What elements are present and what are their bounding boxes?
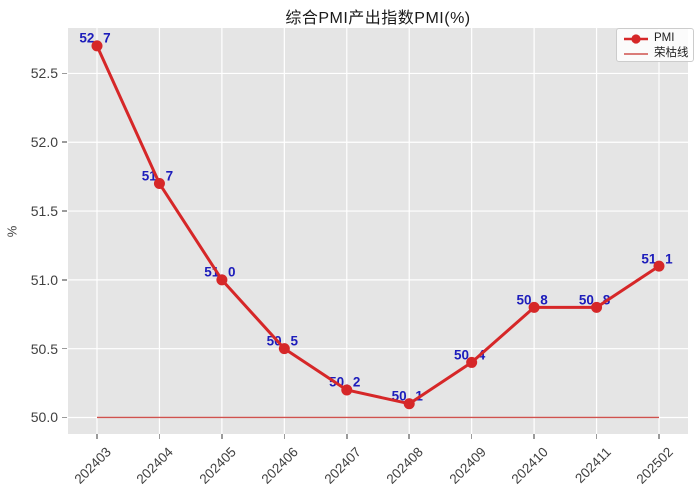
y-axis-title: % xyxy=(4,225,20,238)
x-tick-label: 202403 xyxy=(71,444,114,487)
data-point-marker xyxy=(403,398,415,410)
data-point-label: 52. 7 xyxy=(79,30,111,46)
legend-label-pmi: PMI xyxy=(654,31,675,44)
y-tick-label: 50.5 xyxy=(30,340,58,357)
x-tick-label: 202407 xyxy=(321,444,364,487)
data-point-marker xyxy=(653,260,665,272)
x-tick-label: 202409 xyxy=(446,444,489,487)
legend-label-reference-line: 荣枯线 xyxy=(654,46,689,59)
x-tick-mark xyxy=(533,434,535,439)
y-tick-mark xyxy=(62,279,67,281)
reference-line-icon xyxy=(623,47,649,59)
data-point-marker xyxy=(91,40,103,52)
grid-layer xyxy=(68,28,688,434)
data-point-label: 50. 5 xyxy=(266,333,298,349)
data-point-marker xyxy=(341,384,353,396)
legend-item-pmi: PMI xyxy=(623,31,689,44)
x-tick-mark xyxy=(470,434,473,439)
x-tick-mark xyxy=(221,434,223,439)
data-point-marker xyxy=(216,274,228,286)
data-point-label: 51. 1 xyxy=(641,250,673,266)
x-tick-label: 202411 xyxy=(571,444,614,487)
data-point-marker xyxy=(278,343,290,355)
x-tick-label: 202408 xyxy=(383,444,427,487)
x-tick-mark xyxy=(346,434,348,439)
data-point-marker xyxy=(528,301,540,313)
x-tick-label: 202502 xyxy=(633,444,676,487)
x-tick-label: 202410 xyxy=(508,444,552,487)
series-layer xyxy=(91,40,665,410)
data-point-marker xyxy=(153,178,165,190)
x-tick-mark xyxy=(595,434,598,439)
y-tick-label: 50.0 xyxy=(30,409,58,426)
x-tick-label: 202404 xyxy=(133,444,177,487)
x-tick-mark xyxy=(658,434,660,439)
x-tick-mark xyxy=(283,434,286,439)
data-point-label: 50. 8 xyxy=(516,292,548,308)
data-point-marker xyxy=(466,356,478,368)
y-tick-mark xyxy=(62,416,67,419)
plot-area: 52. 7 51. 7 51. 0 50. 5 50. 2 50. 1 50. 4 50. 8 50. 8 51. 1 xyxy=(68,28,688,434)
x-tick-mark xyxy=(96,434,98,439)
y-tick-label: 52.0 xyxy=(30,134,58,151)
x-tick-mark xyxy=(408,434,410,439)
pmi-series-line xyxy=(95,44,661,406)
data-point-marker xyxy=(591,301,603,313)
x-tick-label: 202406 xyxy=(258,444,302,487)
legend-item-reference-line: 荣枯线 xyxy=(623,46,689,59)
chart-title: 综合PMI产出指数PMI(%) xyxy=(285,10,471,27)
y-tick-mark xyxy=(62,210,67,212)
y-tick-mark xyxy=(62,347,67,350)
y-tick-label: 51.0 xyxy=(30,271,58,288)
y-tick-label: 52.5 xyxy=(30,65,58,82)
y-tick-mark xyxy=(62,72,67,75)
legend: PMI 荣枯线 xyxy=(616,28,694,62)
pmi-line-marker-icon xyxy=(623,32,649,44)
x-tick-label: 202405 xyxy=(196,444,239,487)
x-tick-mark xyxy=(158,434,161,439)
y-tick-label: 51.5 xyxy=(30,203,58,220)
y-tick-mark xyxy=(62,141,67,143)
